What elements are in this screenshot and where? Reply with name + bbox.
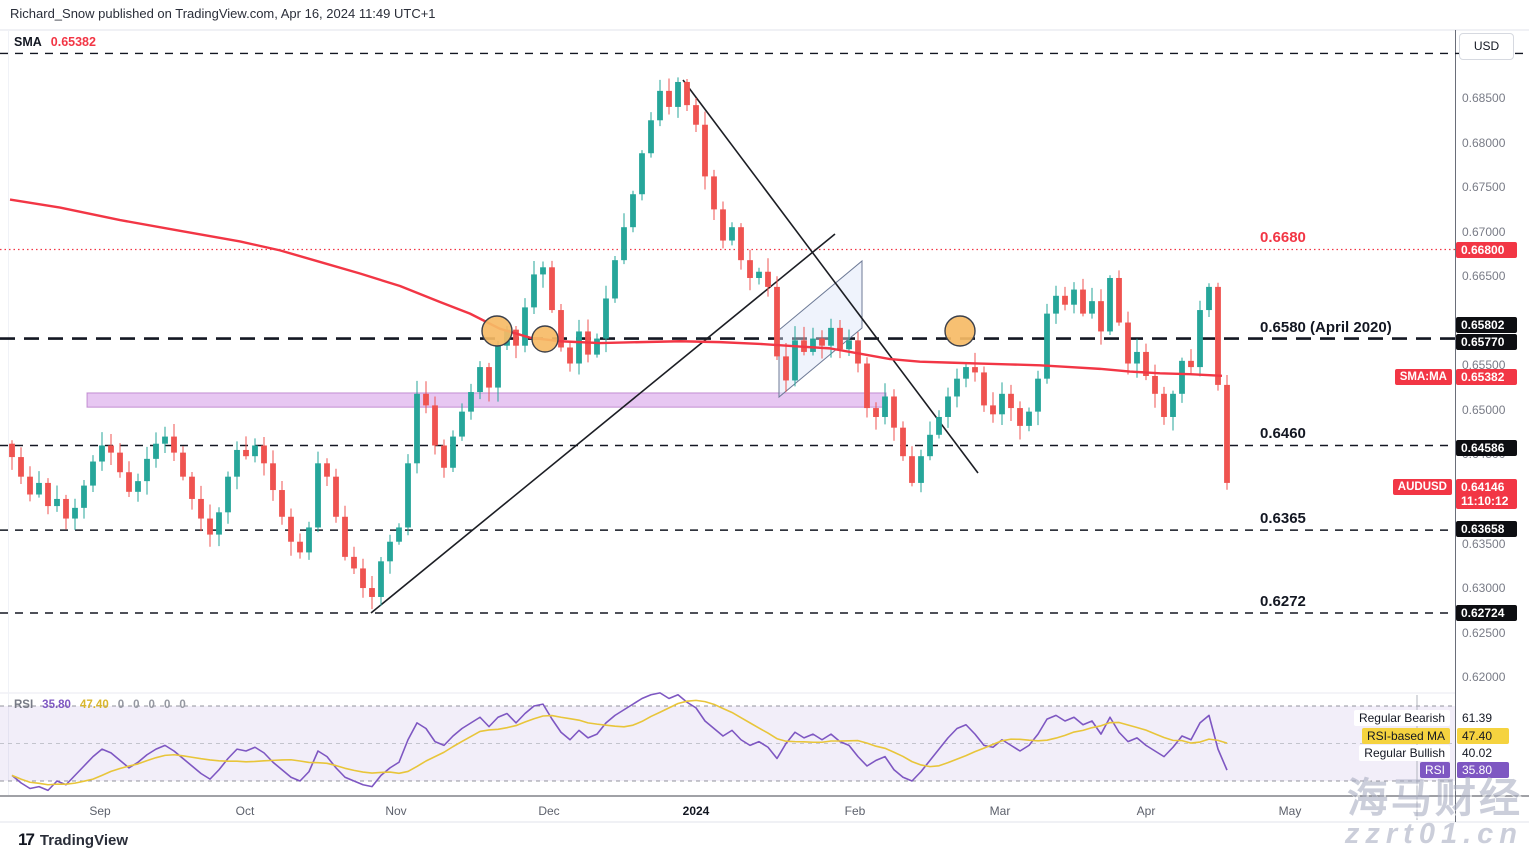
rsi-ma-line [11,699,1228,786]
price-tick: 0.68000 [1462,135,1506,150]
circle-annotation-3[interactable] [944,315,976,347]
attribution-text: Richard_Snow published on TradingView.co… [10,6,436,21]
flag-pattern [778,259,863,399]
month-label-2024: 2024 [682,804,710,818]
rsi-signal-value: 47.40 [1457,728,1509,744]
key-level-label: 0.6680 [1260,229,1306,247]
rsi-signal-label-rsi-based-ma: RSI-based MA [1361,728,1450,744]
rsi-legend-value: 0 [117,699,125,711]
price-tick: 0.62000 [1462,670,1506,685]
price-badge: 0.63658 [1456,521,1517,537]
price-badge: 0.65770 [1456,334,1517,350]
tradingview-logo-icon: 17 [18,830,35,849]
circle-annotation-1[interactable] [481,315,513,347]
price-badge: 0.64586 [1456,440,1517,456]
key-level-label: 0.6365 [1260,510,1306,528]
rsi-signal-label-regular-bearish: Regular Bearish [1353,710,1450,726]
candlestick-series [9,77,1230,610]
rsi-signal-value: 40.02 [1457,745,1509,761]
axis-tag-smama: SMA:MA [1394,369,1452,385]
rsi-legend-value: 0 [148,699,155,711]
month-label-Apr: Apr [1136,804,1156,818]
rsi-legend-name: RSI [14,699,34,711]
price-tick: 0.65000 [1462,402,1506,417]
price-tick: 0.63000 [1462,581,1506,596]
month-label-Mar: Mar [989,804,1011,818]
price-tick: 0.68500 [1462,91,1506,105]
price-tick: 0.66500 [1462,269,1506,284]
price-badge: 0.65382 [1456,369,1517,385]
sma-legend[interactable]: SMA 0.65382 [14,35,96,49]
price-badge: 0.66800 [1456,242,1517,258]
month-label-Feb: Feb [844,804,866,818]
rsi-signal-value: 35.80 [1457,762,1509,778]
month-label-Nov: Nov [385,804,407,818]
trendline-1[interactable] [370,233,836,614]
rsi-legend-value: 0 [179,699,186,711]
rsi-legend-value: 0 [133,699,140,711]
axis-tag-audusd: AUDUSD [1392,479,1452,495]
sma-legend-value: 0.65382 [50,35,96,49]
month-label-Oct: Oct [235,804,255,818]
month-label-May: May [1278,804,1302,818]
price-tick: 0.65500 [1462,358,1506,373]
rsi-legend[interactable]: RSI 35.80 47.40 0 0 0 0 0 [14,699,204,711]
rsi-signal-label-regular-bullish: Regular Bullish [1359,745,1450,761]
rsi-legend-value: 0 [163,699,171,711]
sma-legend-name: SMA [14,35,42,49]
tradingview-logo-link[interactable]: 17 TradingView [18,830,128,850]
currency-toggle-button[interactable]: USD [1459,33,1514,60]
rsi-legend-value: 35.80 [42,699,71,711]
tradingview-logo-text: TradingView [39,831,129,849]
watermark-line1: 海马财经 [1347,775,1523,821]
key-level-label: 0.6460 [1260,425,1306,443]
price-tick: 0.67500 [1462,180,1506,195]
rsi-signal-value: 61.39 [1457,710,1509,726]
sma-line [9,198,1223,378]
key-level-label: 0.6580 (April 2020) [1260,318,1392,336]
price-tick: 0.67000 [1462,224,1506,239]
price-tick: 0.62500 [1462,625,1506,640]
price-badge: 0.62724 [1456,605,1517,621]
trendline-2[interactable] [682,79,979,474]
rsi-signal-label-rsi: RSI [1419,762,1450,778]
watermark-line2: zzrt01.cn [1344,817,1523,850]
month-label-Sep: Sep [89,804,111,818]
price-badge: 0.64146 11:10:12 [1456,479,1517,509]
rsi-line [11,692,1228,792]
circle-annotation-2[interactable] [531,325,559,353]
watermark: 海马财经 zzrt01.cn [1344,775,1523,850]
price-tick: 0.63500 [1462,536,1506,551]
rsi-legend-value: 47.40 [79,699,109,711]
key-level-label: 0.6272 [1260,593,1306,610]
chart-pane[interactable] [0,30,1455,795]
price-badge: 0.65802 [1456,317,1517,333]
month-label-Dec: Dec [538,804,560,818]
time-axis[interactable] [0,800,1455,822]
